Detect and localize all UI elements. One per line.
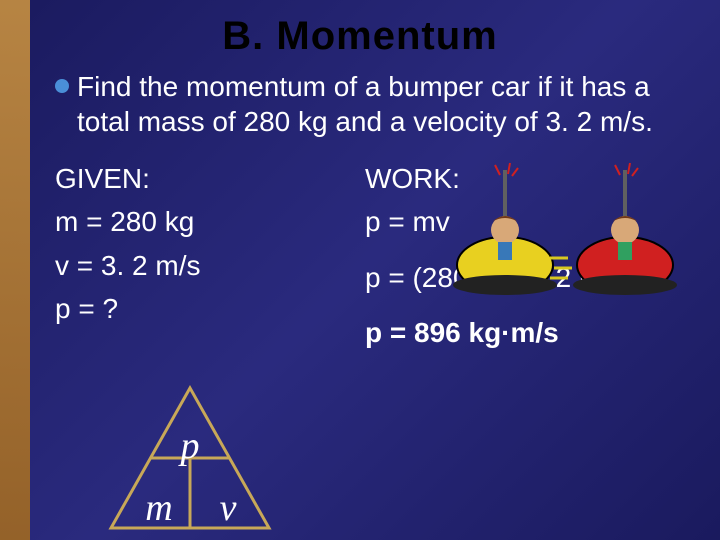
given-v: v = 3. 2 m/s: [55, 244, 355, 287]
slide-title: B. Momentum: [0, 0, 720, 69]
given-m: m = 280 kg: [55, 200, 355, 243]
work-result: p = 896 kg·m/s: [365, 311, 690, 354]
problem-prompt: Find the momentum of a bumper car if it …: [77, 69, 690, 139]
bumper-cars-illustration: [450, 160, 680, 300]
bullet-icon: [55, 79, 69, 93]
given-column: GIVEN: m = 280 kg v = 3. 2 m/s p = ?: [55, 157, 355, 355]
formula-triangle: p m v: [105, 382, 275, 532]
triangle-m: m: [123, 486, 195, 530]
given-heading: GIVEN:: [55, 157, 355, 200]
bullet-row: Find the momentum of a bumper car if it …: [55, 69, 690, 139]
given-p: p = ?: [55, 287, 355, 330]
decorative-left-strip: [0, 0, 30, 540]
triangle-p: p: [105, 424, 275, 468]
triangle-v: v: [193, 486, 263, 530]
